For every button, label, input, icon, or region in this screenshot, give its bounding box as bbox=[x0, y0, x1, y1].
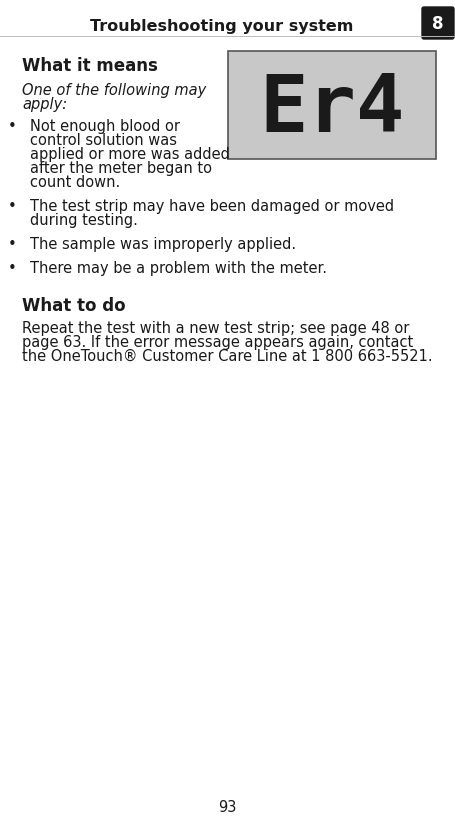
Text: Troubleshooting your system: Troubleshooting your system bbox=[90, 19, 354, 34]
Text: What it means: What it means bbox=[22, 57, 158, 75]
Text: the OneTouch® Customer Care Line at 1 800 663-5521.: the OneTouch® Customer Care Line at 1 80… bbox=[22, 349, 433, 363]
Text: Repeat the test with a new test strip; see page 48 or: Repeat the test with a new test strip; s… bbox=[22, 320, 409, 335]
Text: control solution was: control solution was bbox=[30, 132, 177, 148]
Text: 8: 8 bbox=[432, 15, 444, 33]
Text: page 63. If the error message appears again, contact: page 63. If the error message appears ag… bbox=[22, 335, 413, 349]
Text: applied or more was added: applied or more was added bbox=[30, 147, 230, 161]
Text: •: • bbox=[8, 261, 16, 276]
Text: during testing.: during testing. bbox=[30, 213, 138, 228]
Text: There may be a problem with the meter.: There may be a problem with the meter. bbox=[30, 261, 327, 276]
Text: Not enough blood or: Not enough blood or bbox=[30, 119, 180, 134]
Text: •: • bbox=[8, 199, 16, 214]
Bar bbox=[228, 52, 436, 160]
Text: One of the following may: One of the following may bbox=[22, 83, 206, 98]
Text: The sample was improperly applied.: The sample was improperly applied. bbox=[30, 237, 296, 252]
FancyBboxPatch shape bbox=[422, 8, 454, 40]
Text: Er4: Er4 bbox=[259, 71, 405, 149]
Text: apply:: apply: bbox=[22, 97, 67, 112]
Text: The test strip may have been damaged or moved: The test strip may have been damaged or … bbox=[30, 199, 394, 214]
Text: •: • bbox=[8, 237, 16, 252]
Text: after the meter began to: after the meter began to bbox=[30, 161, 212, 176]
Text: •: • bbox=[8, 119, 16, 134]
Text: What to do: What to do bbox=[22, 296, 126, 315]
Text: count down.: count down. bbox=[30, 175, 120, 190]
Text: 93: 93 bbox=[218, 799, 236, 814]
